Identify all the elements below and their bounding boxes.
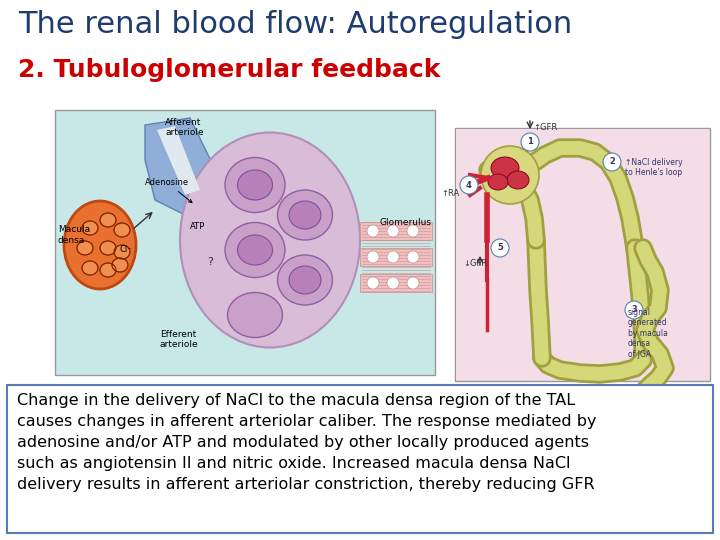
Text: Macula
densa: Macula densa bbox=[58, 225, 90, 245]
Text: 4: 4 bbox=[466, 180, 472, 190]
Ellipse shape bbox=[238, 235, 272, 265]
Text: ↑NaCl delivery
to Henle's loop: ↑NaCl delivery to Henle's loop bbox=[625, 158, 683, 178]
Circle shape bbox=[491, 239, 509, 257]
Ellipse shape bbox=[114, 223, 130, 237]
Ellipse shape bbox=[289, 201, 321, 229]
Ellipse shape bbox=[488, 174, 508, 190]
Bar bbox=[360, 274, 432, 292]
Bar bbox=[7, 385, 713, 533]
Circle shape bbox=[407, 251, 419, 263]
Ellipse shape bbox=[507, 171, 529, 189]
Ellipse shape bbox=[225, 222, 285, 278]
Circle shape bbox=[367, 251, 379, 263]
Circle shape bbox=[521, 133, 539, 151]
Text: 1: 1 bbox=[527, 138, 533, 146]
Ellipse shape bbox=[481, 146, 539, 204]
Ellipse shape bbox=[100, 241, 116, 255]
Circle shape bbox=[625, 301, 643, 319]
Ellipse shape bbox=[114, 245, 130, 259]
Circle shape bbox=[603, 153, 621, 171]
Polygon shape bbox=[145, 118, 230, 215]
Ellipse shape bbox=[225, 158, 285, 213]
Bar bbox=[360, 248, 432, 266]
Circle shape bbox=[387, 251, 399, 263]
Ellipse shape bbox=[180, 132, 360, 348]
Bar bbox=[55, 110, 435, 375]
Ellipse shape bbox=[100, 263, 116, 277]
Ellipse shape bbox=[491, 157, 519, 179]
Text: Glomerulus: Glomerulus bbox=[380, 218, 432, 227]
Ellipse shape bbox=[64, 201, 136, 289]
Ellipse shape bbox=[77, 241, 93, 255]
Circle shape bbox=[407, 277, 419, 289]
Text: Adenosine: Adenosine bbox=[145, 178, 192, 202]
Polygon shape bbox=[157, 126, 200, 195]
Text: Cl⁻: Cl⁻ bbox=[120, 246, 132, 254]
Ellipse shape bbox=[289, 266, 321, 294]
Circle shape bbox=[367, 225, 379, 237]
Ellipse shape bbox=[277, 190, 333, 240]
Text: signal
generated
by macula
densa
of JGA: signal generated by macula densa of JGA bbox=[628, 308, 668, 359]
Circle shape bbox=[460, 176, 478, 194]
Text: ?: ? bbox=[207, 257, 213, 267]
Ellipse shape bbox=[112, 258, 128, 272]
Text: 2. Tubuloglomerular feedback: 2. Tubuloglomerular feedback bbox=[18, 58, 441, 82]
Ellipse shape bbox=[100, 213, 116, 227]
Circle shape bbox=[387, 225, 399, 237]
Text: ↑RA: ↑RA bbox=[442, 188, 460, 198]
Ellipse shape bbox=[82, 221, 98, 235]
Bar bbox=[455, 128, 710, 381]
Circle shape bbox=[367, 277, 379, 289]
Ellipse shape bbox=[228, 293, 282, 338]
Circle shape bbox=[387, 277, 399, 289]
Ellipse shape bbox=[277, 255, 333, 305]
Text: 3: 3 bbox=[631, 306, 637, 314]
Text: 2: 2 bbox=[609, 158, 615, 166]
Text: The renal blood flow: Autoregulation: The renal blood flow: Autoregulation bbox=[18, 10, 572, 39]
Text: Change in the delivery of NaCl to the macula densa region of the TAL
causes chan: Change in the delivery of NaCl to the ma… bbox=[17, 393, 596, 492]
Text: Afferent
arteriole: Afferent arteriole bbox=[165, 118, 204, 137]
Text: Efferent
arteriole: Efferent arteriole bbox=[160, 330, 199, 349]
Bar bbox=[360, 222, 432, 240]
Ellipse shape bbox=[238, 170, 272, 200]
Text: ↑GFR: ↑GFR bbox=[533, 124, 557, 132]
Circle shape bbox=[407, 225, 419, 237]
Text: 5: 5 bbox=[497, 244, 503, 253]
Text: ATP: ATP bbox=[190, 222, 205, 231]
Text: ↓GFR: ↓GFR bbox=[463, 259, 487, 267]
Bar bbox=[456, 129, 709, 380]
Ellipse shape bbox=[82, 261, 98, 275]
